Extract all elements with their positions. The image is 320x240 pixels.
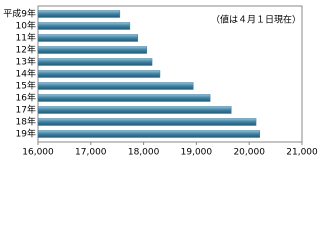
bar: [37, 106, 232, 114]
x-tick-label: 16,000: [22, 148, 54, 158]
x-tick-label: 20,000: [233, 148, 265, 158]
y-tick-label: 10年: [16, 20, 36, 32]
bar: [37, 34, 139, 42]
y-tick-label: 16年: [16, 92, 36, 104]
chart: （値は４月１日現在） 16,000 17,000 18,000 19,000 20,00…: [3, 5, 318, 158]
bar: [37, 10, 121, 18]
bar: [37, 70, 161, 78]
bar: [37, 58, 153, 66]
y-tick-label: 平成9年: [3, 8, 36, 20]
bar: [37, 94, 211, 102]
y-tick-label: 18年: [16, 116, 36, 128]
x-tick-label: 19,000: [181, 148, 213, 158]
x-tick-label: 18,000: [128, 148, 160, 158]
y-tick-label: 17年: [16, 104, 36, 116]
x-tick-label: 21,000: [286, 148, 318, 158]
bar: [37, 118, 257, 126]
y-tick-label: 14年: [16, 68, 36, 80]
y-tick-label: 19年: [16, 128, 36, 140]
y-tick-label: 12年: [16, 44, 36, 56]
y-tick-label: 15年: [16, 80, 36, 92]
y-tick-label: 11年: [16, 32, 36, 44]
bar: [37, 22, 131, 30]
x-tick-label: 17,000: [75, 148, 107, 158]
annotation: （値は４月１日現在）: [211, 14, 301, 26]
y-tick-label: 13年: [16, 56, 36, 68]
bar: [37, 82, 194, 90]
bar: [37, 46, 148, 54]
bar: [37, 130, 261, 138]
